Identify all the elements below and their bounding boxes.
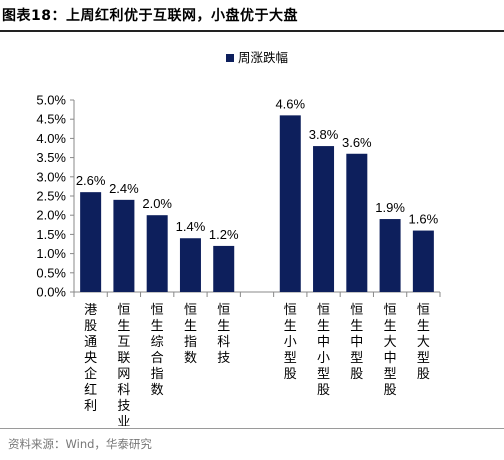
x-tick-label: 恒生中小型股 [317,302,330,397]
x-tick-label: 港股通央企红利 [84,302,97,413]
y-tick-label: 1.5% [36,227,66,242]
legend-swatch [226,54,234,62]
y-tick-label: 4.5% [36,112,66,127]
source-note: 资料来源：Wind，华泰研究 [8,437,152,451]
bar [113,199,135,292]
bar [412,230,434,292]
x-tick-label: 恒生大型股 [417,302,430,381]
bar [279,115,301,292]
y-tick-label: 2.0% [36,208,66,223]
y-tick-label: 3.5% [36,150,66,165]
title-bar: 图表18：上周红利优于互联网，小盘优于大盘 [0,0,504,32]
bar [80,192,102,292]
bar [213,245,235,292]
x-tick-label: 恒生小型股 [284,302,297,381]
y-tick-label: 0.5% [36,265,66,280]
y-tick-label: 2.5% [36,189,66,204]
data-label: 2.6% [76,173,106,188]
x-tick-label: 恒生综合指数 [151,302,164,397]
bar [146,215,168,292]
bar [346,153,368,292]
bar [179,238,201,292]
data-label: 3.8% [309,127,339,142]
x-tick-label: 恒生大中型股 [384,302,397,397]
data-label: 2.0% [142,196,172,211]
x-tick-label: 恒生科技 [217,302,230,365]
y-tick-label: 5.0% [36,93,66,108]
data-label: 1.6% [409,212,439,227]
footer-divider [0,428,504,429]
data-label: 1.2% [209,227,239,242]
y-tick-label: 1.0% [36,246,66,261]
legend-label: 周涨跌幅 [238,50,288,65]
data-label: 4.6% [275,96,305,111]
y-tick-label: 4.0% [36,131,66,146]
chart-area: 0.0% 0.5% 1.0% 1.5% 2.0% 2.5% 3.0% 3.5% 4.0% 4.5%… [0,36,504,429]
x-tick-label: 恒生指数 [184,302,197,365]
bar-chart: 0.0% 0.5% 1.0% 1.5% 2.0% 2.5% 3.0% 3.5% 4.0% 4.5%… [36,50,441,429]
data-label: 1.4% [176,219,206,234]
data-label: 2.4% [109,181,139,196]
y-tick-label: 0.0% [36,285,66,300]
data-label: 3.6% [342,135,372,150]
bar [379,219,401,292]
chart-title: 图表18：上周红利优于互联网，小盘优于大盘 [2,8,298,24]
data-label: 1.9% [375,200,405,215]
y-tick-label: 3.0% [36,169,66,184]
bar [313,146,335,292]
x-tick-label: 恒生中型股 [350,302,363,381]
x-tick-label: 恒生互联网科技业 [117,302,130,426]
